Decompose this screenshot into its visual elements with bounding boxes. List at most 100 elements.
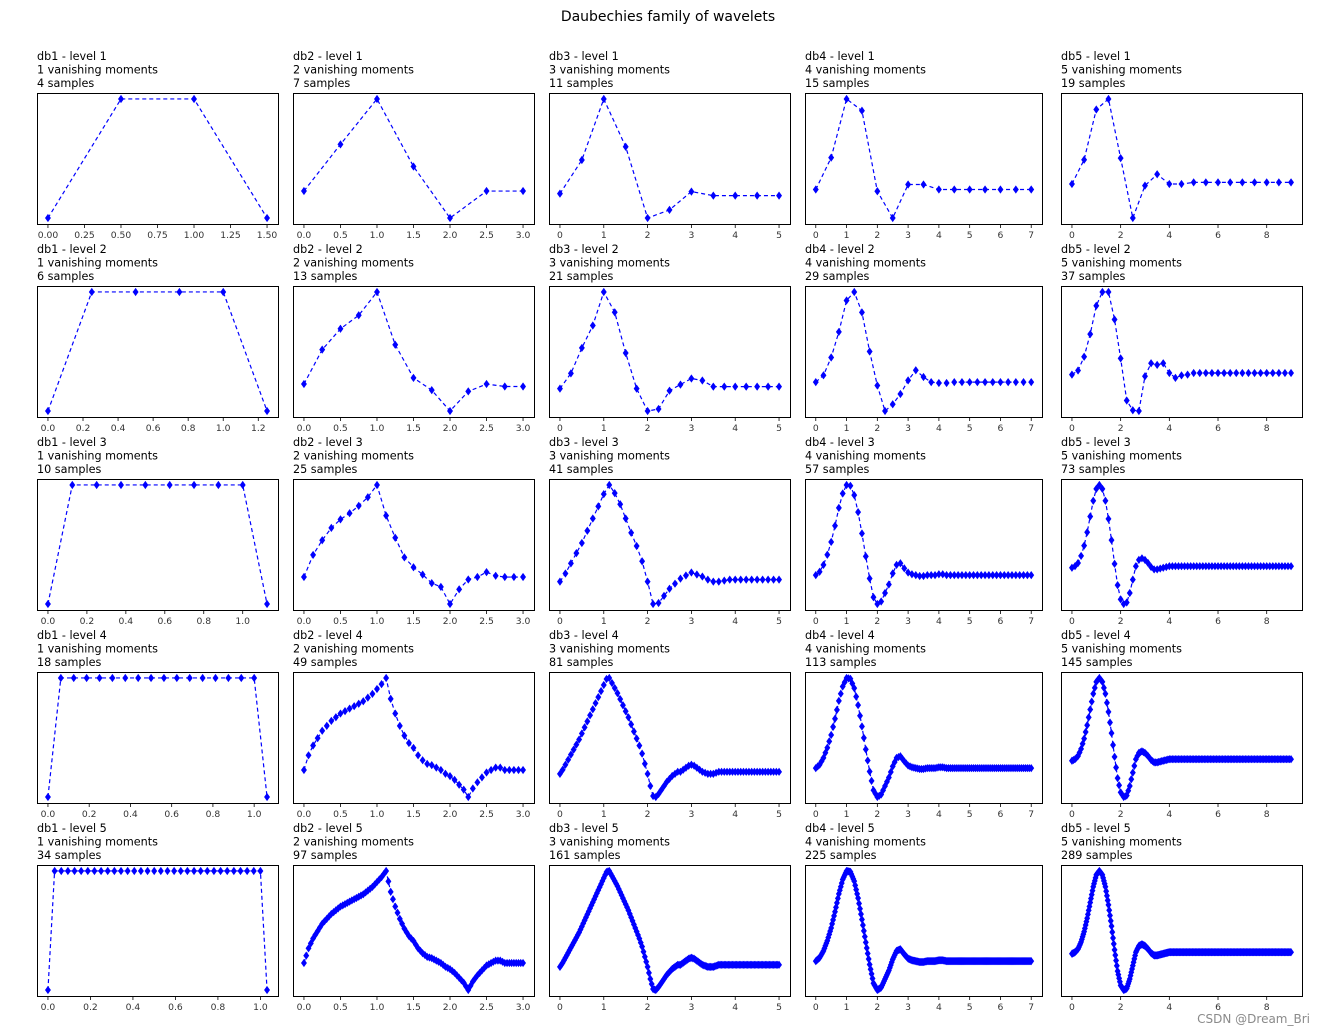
data-point bbox=[1114, 581, 1121, 590]
subplot-title-line: 1 vanishing moments bbox=[37, 257, 158, 270]
data-point bbox=[1202, 368, 1209, 378]
data-point bbox=[912, 571, 919, 580]
data-point bbox=[447, 213, 453, 223]
x-tick-label: 8 bbox=[1264, 423, 1270, 434]
data-point bbox=[1239, 178, 1246, 187]
x-tick-label: 0.8 bbox=[196, 616, 211, 627]
data-point bbox=[833, 903, 839, 912]
x-tick-label: 4 bbox=[936, 230, 942, 241]
data-point bbox=[230, 866, 237, 876]
x-tick-label: 2.0 bbox=[443, 1002, 458, 1013]
x-tick-label: 0 bbox=[813, 423, 819, 434]
data-point bbox=[385, 877, 392, 886]
x-tick-label: 2.5 bbox=[479, 230, 494, 241]
x-tick-label: 5 bbox=[967, 809, 973, 820]
data-point bbox=[1001, 571, 1008, 580]
data-point bbox=[600, 490, 607, 499]
data-point bbox=[300, 958, 307, 968]
data-point bbox=[131, 866, 138, 876]
x-tick-label: 7 bbox=[1028, 809, 1034, 820]
data-point bbox=[765, 575, 772, 584]
x-tick-label: 0 bbox=[557, 616, 563, 627]
x-tick-label: 1 bbox=[601, 230, 607, 241]
x-tick-label: 2.5 bbox=[479, 616, 494, 627]
x-tick-label: 1.5 bbox=[406, 230, 421, 241]
x-tick-label: 2.5 bbox=[479, 809, 494, 820]
subplot-title-line: db4 - level 2 bbox=[805, 243, 875, 256]
data-point bbox=[346, 509, 353, 518]
data-point bbox=[1117, 354, 1124, 363]
data-point bbox=[1081, 352, 1088, 361]
data-point bbox=[860, 926, 867, 936]
subplot-title-line: db2 - level 4 bbox=[293, 629, 363, 642]
subplot-title-line: 2 vanishing moments bbox=[293, 836, 414, 849]
x-tick-label: 6 bbox=[1215, 616, 1221, 627]
plot-frame bbox=[805, 672, 1043, 804]
data-point bbox=[264, 599, 271, 609]
data-point bbox=[855, 701, 862, 710]
data-point bbox=[44, 599, 51, 609]
data-point bbox=[1131, 761, 1138, 771]
x-tick-label: 2 bbox=[645, 616, 651, 627]
x-tick-label: 3 bbox=[688, 230, 694, 241]
x-tick-label: 8 bbox=[1264, 230, 1270, 241]
x-tick-label: 0.6 bbox=[146, 423, 161, 434]
x-tick-label: 0 bbox=[813, 1002, 819, 1013]
x-tick-label: 2 bbox=[874, 230, 880, 241]
series-line bbox=[47, 291, 268, 412]
data-point bbox=[447, 406, 453, 416]
data-point bbox=[237, 866, 244, 876]
x-tick-label: 7 bbox=[1028, 230, 1034, 241]
x-tick-label: 0.25 bbox=[74, 230, 95, 241]
data-point bbox=[1087, 705, 1094, 714]
data-point bbox=[332, 713, 339, 722]
data-point bbox=[916, 571, 923, 581]
data-point bbox=[337, 709, 344, 718]
data-point bbox=[151, 866, 158, 876]
plot-frame bbox=[37, 479, 279, 611]
series-line bbox=[303, 97, 524, 219]
data-point bbox=[346, 704, 353, 713]
data-point bbox=[598, 686, 604, 696]
data-point bbox=[887, 767, 894, 777]
data-point bbox=[239, 480, 246, 490]
data-point bbox=[319, 345, 326, 354]
subplot-title-line: 161 samples bbox=[549, 849, 621, 862]
subplot-title-line: 3 vanishing moments bbox=[549, 450, 670, 463]
x-tick-label: 0 bbox=[557, 230, 563, 241]
data-point bbox=[1093, 484, 1100, 494]
data-point bbox=[176, 287, 183, 297]
data-point bbox=[456, 585, 463, 594]
x-tick-label: 6 bbox=[998, 230, 1004, 241]
data-point bbox=[905, 376, 912, 385]
series-line bbox=[47, 484, 268, 605]
data-point bbox=[497, 763, 504, 772]
data-point bbox=[732, 575, 739, 584]
data-point bbox=[645, 968, 652, 978]
data-point bbox=[184, 866, 191, 876]
data-point bbox=[1135, 406, 1142, 416]
subplot-title-line: db3 - level 1 bbox=[549, 50, 619, 63]
subplot-title-line: db1 - level 4 bbox=[37, 629, 107, 642]
data-point bbox=[982, 378, 989, 387]
x-tick-label: 1 bbox=[844, 616, 850, 627]
data-point bbox=[264, 792, 271, 802]
data-point bbox=[885, 773, 892, 782]
data-point bbox=[1166, 368, 1173, 378]
data-point bbox=[606, 673, 613, 683]
x-tick-label: 6 bbox=[998, 616, 1004, 627]
data-point bbox=[305, 944, 312, 953]
data-point bbox=[483, 568, 490, 577]
data-point bbox=[743, 575, 750, 584]
data-point bbox=[592, 699, 599, 708]
data-point bbox=[401, 553, 408, 562]
plot-frame bbox=[37, 93, 279, 225]
data-point bbox=[754, 382, 761, 391]
data-point bbox=[1142, 181, 1148, 190]
data-point bbox=[419, 570, 426, 579]
data-point bbox=[858, 106, 865, 115]
data-point bbox=[1024, 571, 1031, 580]
data-point bbox=[1091, 683, 1098, 692]
subplot-title-line: db5 - level 4 bbox=[1061, 629, 1131, 642]
